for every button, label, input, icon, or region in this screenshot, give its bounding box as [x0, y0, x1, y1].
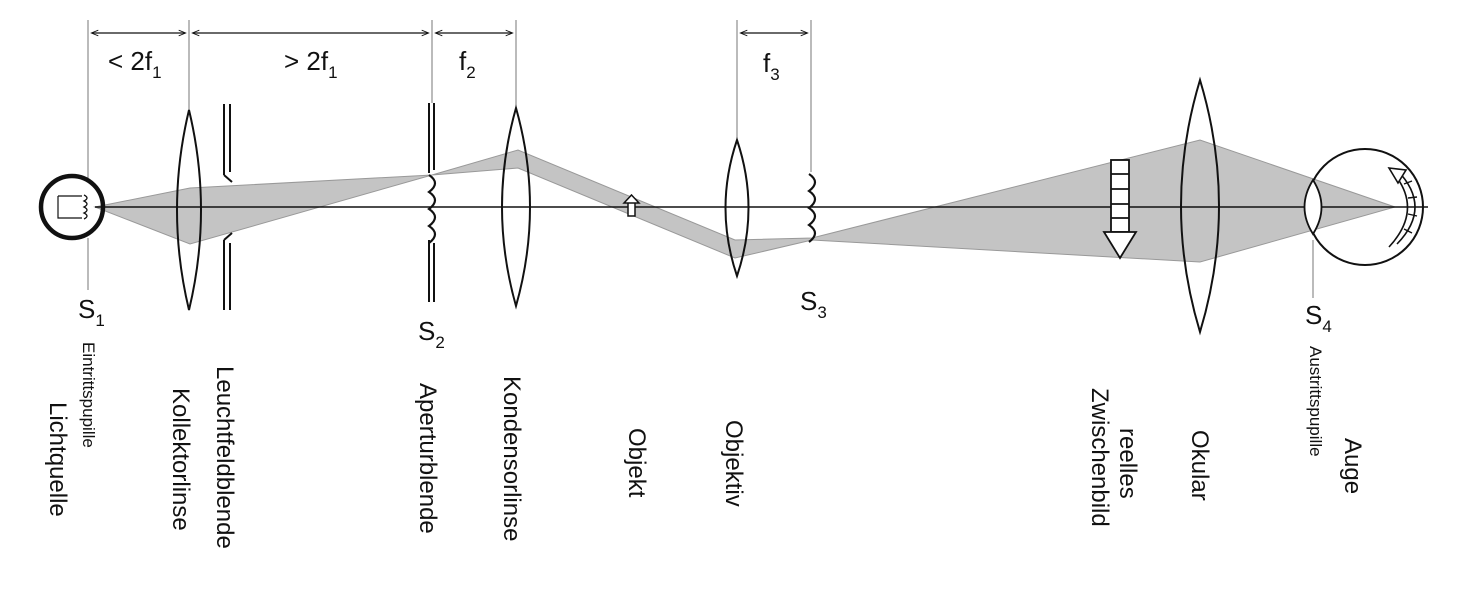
point-label-s3: S3 [800, 286, 827, 322]
filament-image-s3-icon [807, 173, 817, 243]
label-zwischenbild: Zwischenbild [1086, 388, 1113, 527]
reference-lines [87, 20, 1314, 298]
point-label-s1: S1 [78, 294, 105, 330]
intermediate-image-icon [1102, 159, 1138, 260]
label-objektiv: Objektiv [720, 420, 747, 507]
aperture-diaphragm-icon [427, 103, 437, 302]
label-reelles: reelles [1114, 428, 1141, 499]
dimension-label-2: > 2f1 [284, 46, 338, 82]
field-diaphragm-icon [223, 104, 233, 310]
label-kollektorlinse: Kollektorlinse [167, 388, 194, 531]
dimension-label-1: < 2f1 [108, 46, 162, 82]
label-eintrittspupille: Eintrittspupille [79, 342, 98, 448]
point-label-s2: S2 [418, 316, 445, 352]
objective-lens-icon [724, 136, 750, 280]
label-okular: Okular [1186, 430, 1213, 501]
label-aperturblende: Aperturblende [414, 383, 441, 534]
label-leuchtfeldblende: Leuchtfeldblende [211, 366, 238, 549]
label-lichtquelle: Lichtquelle [44, 402, 71, 517]
label-objekt: Objekt [623, 428, 650, 498]
collector-lens-icon [176, 109, 202, 311]
ocular-lens-icon [1180, 76, 1220, 336]
dimension-label-3: f2 [459, 46, 476, 82]
light-source-icon [38, 173, 106, 241]
label-austrittspupille: Austrittspupille [1306, 346, 1325, 457]
object-icon [622, 193, 641, 217]
condenser-lens-icon [501, 104, 531, 310]
dimension-label-4: f3 [763, 48, 780, 84]
point-label-s4: S4 [1305, 300, 1332, 336]
label-kondensorlinse: Kondensorlinse [498, 376, 525, 541]
eye-icon [1303, 148, 1424, 266]
label-auge: Auge [1339, 438, 1366, 494]
